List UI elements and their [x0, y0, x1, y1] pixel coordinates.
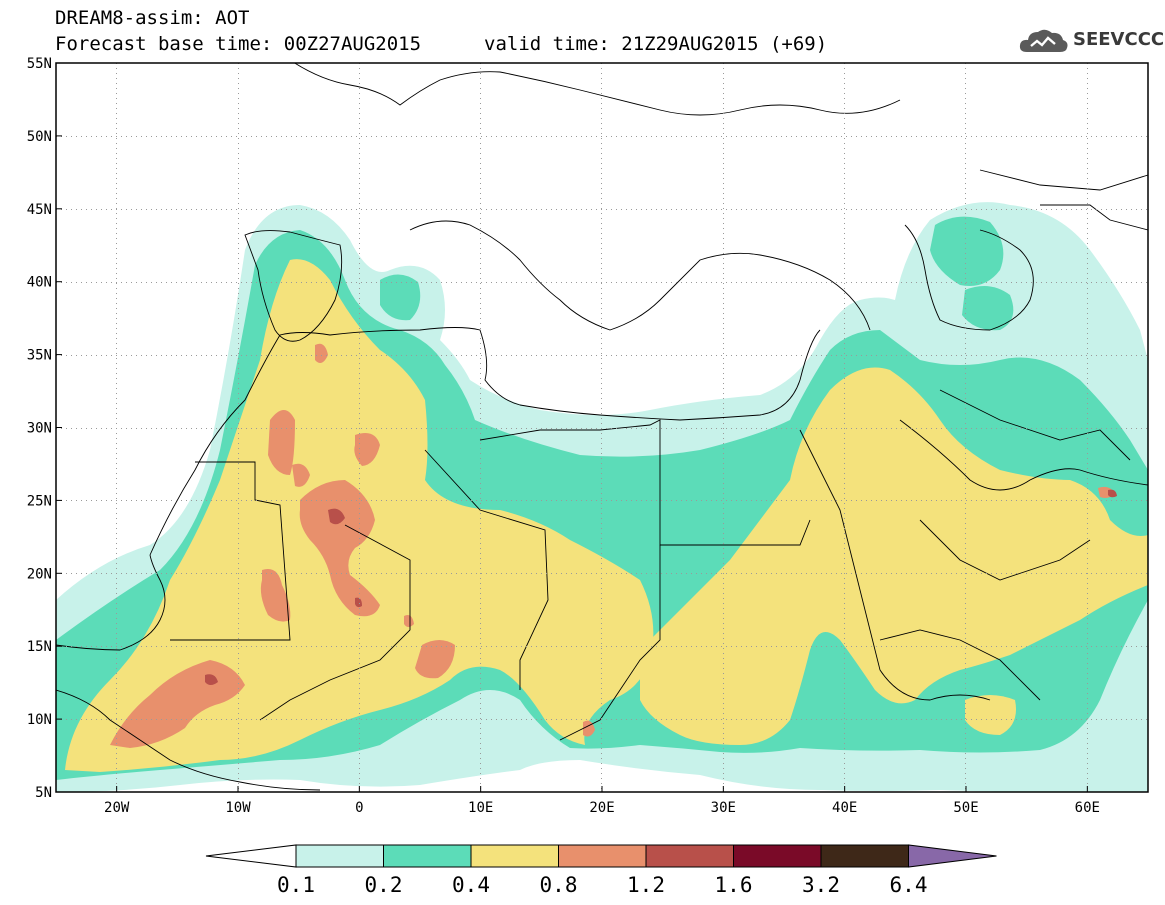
lon-label: 20W — [104, 800, 130, 816]
coastlines — [56, 63, 1148, 791]
lat-label: 55N — [27, 56, 52, 72]
lat-label: 25N — [27, 493, 52, 509]
lon-label: 10W — [225, 800, 251, 816]
logo-text: SEEVCCC — [1073, 29, 1165, 50]
lon-label: 10E — [468, 800, 493, 816]
colorbar-level-label: 0.2 — [365, 873, 403, 897]
colorbar-swatch — [558, 844, 647, 868]
colorbar-level-label: 1.2 — [627, 873, 665, 897]
lon-label: 50E — [953, 800, 978, 816]
aot-colorbar: 0.1 0.2 0.4 0.8 1.2 1.6 3.2 6.4 — [205, 844, 997, 897]
colorbar-level-label: 0.8 — [540, 873, 578, 897]
longitude-labels: 20W 10W 0 10E 20E 30E 40E 50E 60E — [104, 786, 1100, 816]
colorbar-swatch — [820, 844, 909, 868]
seevccc-logo: SEEVCCC — [1017, 24, 1164, 56]
lat-label: 30N — [27, 421, 52, 437]
lat-label: 50N — [27, 129, 52, 145]
colorbar-swatch — [295, 844, 384, 868]
colorbar-over-arrow — [908, 844, 997, 868]
colorbar-swatch — [645, 844, 734, 868]
aot-contours — [56, 63, 1148, 792]
colorbar-level-label: 1.6 — [715, 873, 753, 897]
lat-label: 5N — [35, 785, 52, 801]
colorbar-level-label: 0.4 — [452, 873, 490, 897]
colorbar-under-arrow — [205, 844, 297, 868]
colorbar-level-label: 0.1 — [277, 873, 315, 897]
map-title: DREAM8-assim: AOT — [55, 7, 250, 29]
colorbar-level-label: 3.2 — [802, 873, 840, 897]
lat-label: 40N — [27, 275, 52, 291]
colorbar-swatch — [470, 844, 559, 868]
lon-label: 0 — [355, 800, 363, 816]
lon-label: 30E — [711, 800, 736, 816]
colorbar-swatch — [733, 844, 822, 868]
colorbar-level-label: 6.4 — [890, 873, 928, 897]
lon-label: 40E — [832, 800, 857, 816]
cloud-logo-icon — [1019, 29, 1068, 52]
lat-label: 15N — [27, 639, 52, 655]
lat-label: 35N — [27, 348, 52, 364]
lat-label: 20N — [27, 566, 52, 582]
forecast-base-time: Forecast base time: 00Z27AUG2015 — [55, 33, 422, 55]
lon-label: 20E — [589, 800, 614, 816]
lon-label: 60E — [1075, 800, 1100, 816]
latitude-labels: 55N 50N 45N 40N 35N 30N 25N 20N 15N 10N 5N — [27, 56, 62, 801]
valid-time: valid time: 21Z29AUG2015 (+69) — [484, 33, 828, 55]
colorbar-swatch — [383, 844, 472, 868]
graticule — [56, 63, 1148, 792]
lat-label: 10N — [27, 712, 52, 728]
lat-label: 45N — [27, 202, 52, 218]
